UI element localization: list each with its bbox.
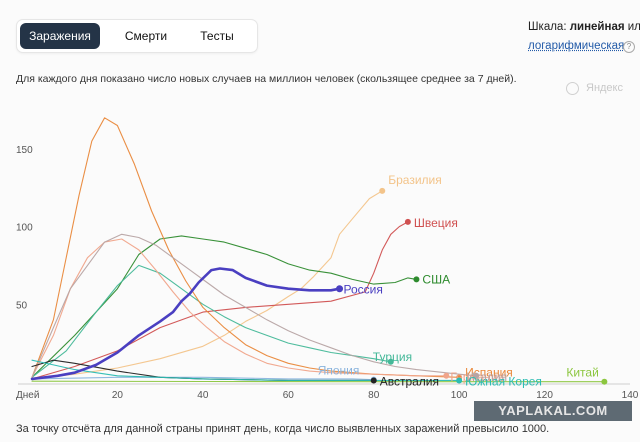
- x-tick-label: 100: [451, 390, 468, 401]
- yandex-logo: Яндекс: [586, 82, 623, 94]
- footnote: За точку отсчёта для данной страны приня…: [16, 423, 550, 435]
- series-label-Япония: Япония: [318, 364, 360, 378]
- x-tick-label: 80: [368, 390, 380, 401]
- series-end-marker-США: [413, 276, 420, 283]
- y-tick-label: 100: [16, 223, 33, 234]
- y-tick-label: 50: [16, 300, 28, 311]
- series-label-США: США: [422, 272, 450, 286]
- metric-tabs: Заражения Смерти Тесты: [16, 19, 258, 53]
- series-end-marker-Австралия: [370, 377, 377, 384]
- yandex-circle-icon: [566, 82, 579, 95]
- x-tick-label: 20: [112, 390, 124, 401]
- series-line-Япония: [31, 376, 375, 381]
- series-line-Италия: [31, 233, 477, 378]
- series-label-Китай: Китай: [566, 366, 598, 380]
- series-line-Испания: [31, 117, 460, 378]
- series-line-США: [31, 235, 417, 378]
- scale-selector-text: Шкала: линейная или: [528, 21, 640, 33]
- series-end-marker-Турция: [387, 358, 394, 365]
- series-label-Бразилия: Бразилия: [388, 173, 442, 187]
- x-tick-label: 140: [622, 390, 639, 401]
- tab-deaths[interactable]: Смерти: [124, 29, 168, 43]
- series-end-marker-Италия: [473, 372, 480, 379]
- tab-infections[interactable]: Заражения: [20, 23, 100, 49]
- series-label-Южная Корея: Южная Корея: [465, 374, 542, 388]
- series-line-Бразилия: [31, 190, 383, 380]
- tab-tests[interactable]: Тесты: [200, 29, 234, 43]
- series-label-Швеция: Швеция: [414, 216, 458, 230]
- x-tick-label: 40: [197, 390, 209, 401]
- series-end-marker-Германия: [443, 372, 450, 379]
- series-end-marker-Бразилия: [379, 187, 386, 194]
- x-axis-label: Дней: [16, 390, 39, 401]
- series-end-marker-Китай: [601, 378, 608, 385]
- series-label-Россия: Россия: [344, 283, 383, 297]
- series-line-Южная Корея: [31, 359, 460, 381]
- scale-linear-label: линейная: [569, 21, 625, 33]
- series-end-marker-Швеция: [404, 218, 411, 225]
- series-label-Турция: Турция: [373, 350, 412, 364]
- series-line-Турция: [31, 264, 392, 378]
- series-end-marker-Южная Корея: [456, 377, 463, 384]
- cases-line-chart: 50 100 150 Дней 20 40 60 80 100 120 140 Россия Брази…: [16, 117, 639, 401]
- series-end-marker-Россия: [336, 285, 344, 293]
- series-line-Россия: [30, 267, 341, 381]
- scale-prefix: Шкала:: [528, 21, 570, 33]
- scale-log-link[interactable]: логарифмическая: [528, 40, 625, 52]
- chart-subtitle: Для каждого дня показано число новых слу…: [16, 73, 517, 85]
- x-tick-label: 60: [283, 390, 295, 401]
- series-line-Германия: [31, 238, 447, 378]
- y-tick-label: 150: [16, 145, 33, 156]
- x-tick-label: 120: [536, 390, 553, 401]
- scale-suffix: или: [627, 21, 640, 33]
- series-label-Австралия: Австралия: [380, 374, 439, 388]
- watermark: YAPLAKAL.COM: [474, 401, 632, 421]
- series-label-Италия: Италия: [466, 370, 507, 384]
- question-icon[interactable]: ?: [623, 41, 635, 53]
